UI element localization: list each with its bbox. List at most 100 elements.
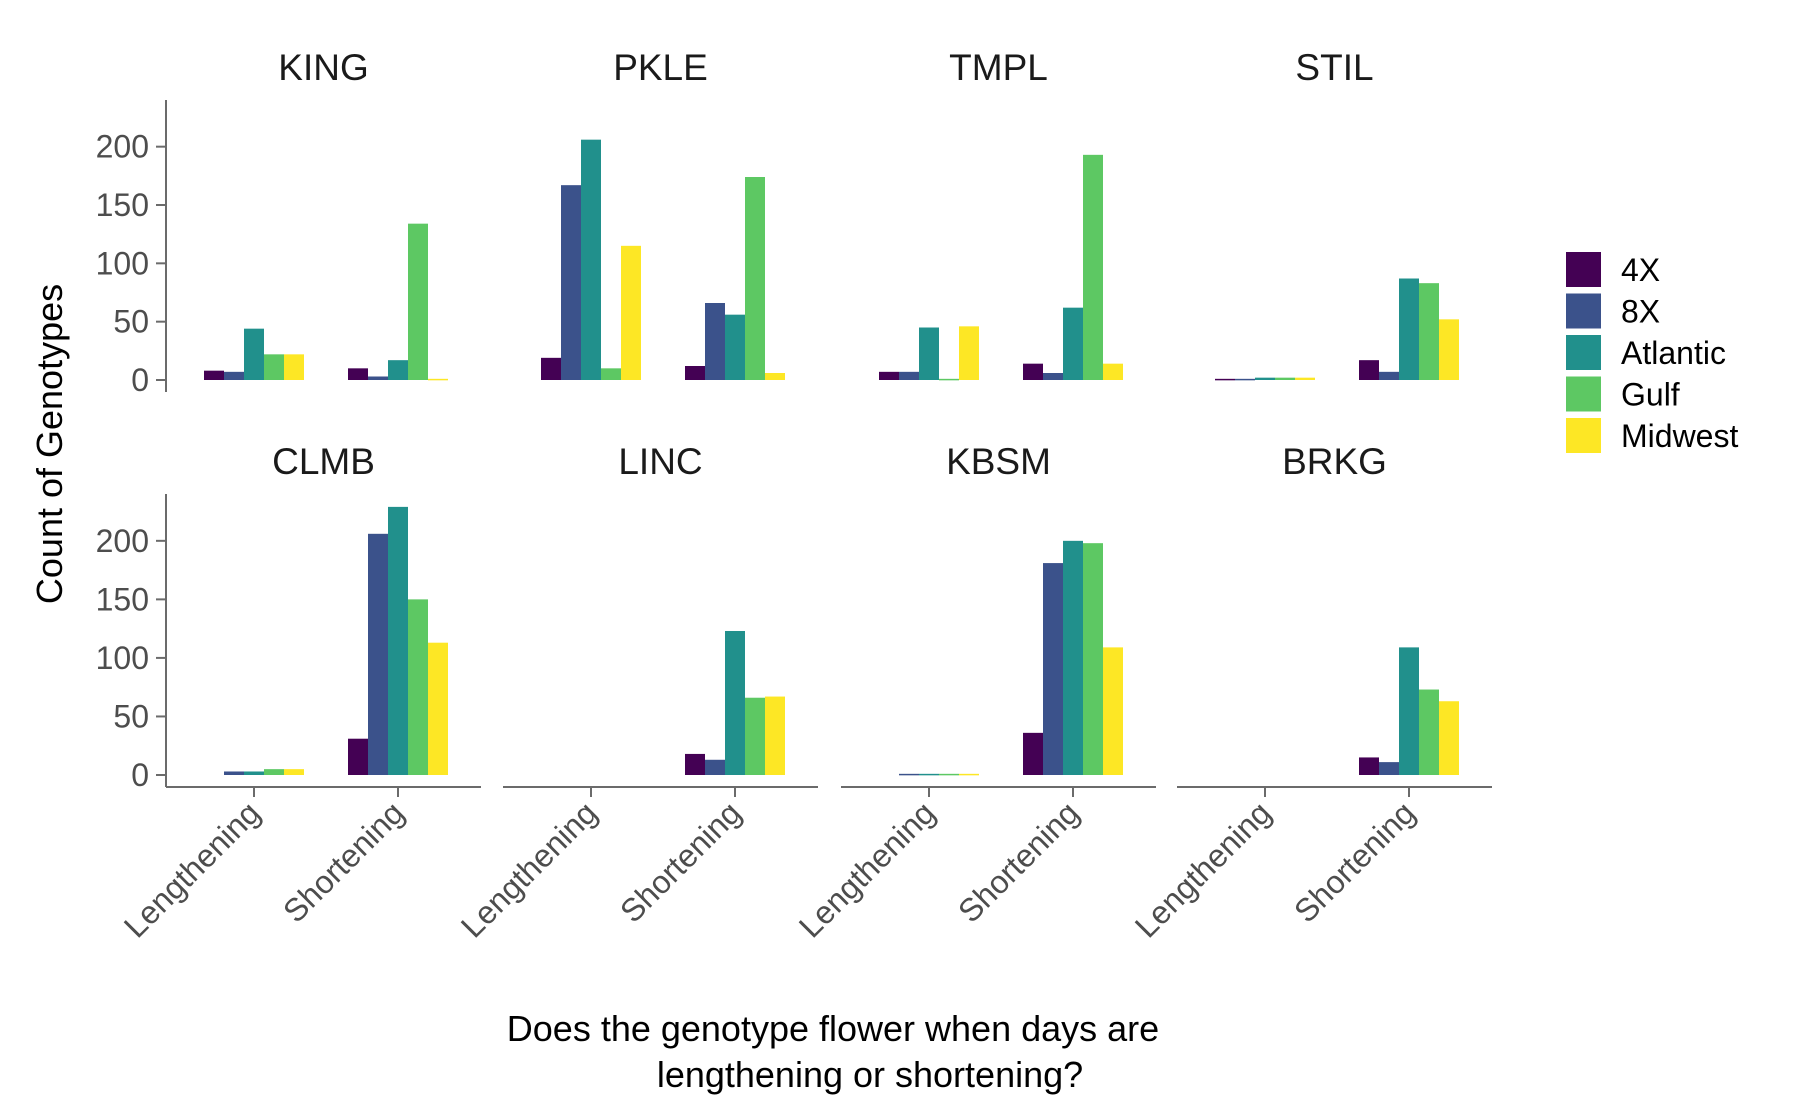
bar-clmb-shortening-4x: [348, 738, 368, 775]
facet-title: KBSM: [946, 441, 1051, 482]
legend-label-8x: 8X: [1621, 294, 1660, 330]
legend-label-midwest: Midwest: [1621, 418, 1738, 454]
legend-key-atlantic: [1566, 335, 1601, 370]
legend-label-4x: 4X: [1621, 252, 1660, 288]
bar-pkle-shortening-atlantic: [725, 314, 745, 380]
y-tick-label: 100: [96, 245, 149, 281]
facet-title: PKLE: [613, 47, 708, 88]
bar-pkle-shortening-4x: [685, 366, 705, 380]
bar-kbsm-lengthening-gulf: [939, 773, 959, 776]
bar-king-lengthening-gulf: [264, 354, 284, 380]
bar-tmpl-shortening-atlantic: [1063, 307, 1083, 380]
bar-clmb-lengthening-midwest: [284, 769, 304, 775]
bar-tmpl-lengthening-8x: [899, 371, 919, 380]
bar-linc-shortening-gulf: [745, 697, 765, 775]
facet-title: BRKG: [1282, 441, 1387, 482]
x-tick-label: Lengthening: [454, 794, 604, 944]
x-tick-label: Lengthening: [792, 794, 942, 944]
bar-brkg-shortening-midwest: [1439, 701, 1459, 775]
bar-tmpl-shortening-4x: [1023, 363, 1043, 380]
bar-stil-lengthening-gulf: [1275, 377, 1295, 380]
bar-king-lengthening-midwest: [284, 354, 304, 380]
x-tick-label: Lengthening: [1128, 794, 1278, 944]
bar-brkg-shortening-atlantic: [1399, 647, 1419, 775]
bar-stil-shortening-4x: [1359, 360, 1379, 380]
bar-pkle-shortening-gulf: [745, 177, 765, 380]
facet-stil: STIL: [1215, 47, 1459, 381]
facet-tmpl: TMPL: [879, 47, 1123, 381]
x-axis-title-line-2: lengthening or shortening?: [657, 1054, 1083, 1095]
bar-pkle-shortening-8x: [705, 303, 725, 380]
y-tick-label: 0: [131, 362, 149, 398]
facet-pkle: PKLE: [541, 47, 785, 380]
bar-clmb-shortening-gulf: [408, 599, 428, 775]
legend-key-8x: [1566, 293, 1601, 329]
facet-title: KING: [278, 47, 368, 88]
y-tick-label: 200: [96, 523, 149, 559]
bar-king-shortening-4x: [348, 368, 368, 380]
bar-king-lengthening-atlantic: [244, 328, 264, 380]
bar-tmpl-shortening-8x: [1043, 373, 1063, 380]
legend: 4X 8X Atlantic Gulf Midwest: [1566, 252, 1738, 454]
y-tick-label: 50: [113, 304, 149, 340]
facet-panels: KING 0 50 100 150 200 PKLE TMPL STIL CLMB 0 50 100 15…: [96, 47, 1492, 945]
bar-brkg-shortening-4x: [1359, 757, 1379, 775]
bar-pkle-lengthening-gulf: [601, 368, 621, 380]
bar-stil-shortening-midwest: [1439, 319, 1459, 380]
bar-tmpl-shortening-gulf: [1083, 154, 1103, 380]
bar-king-shortening-atlantic: [388, 360, 408, 380]
x-tick-label: Shortening: [613, 794, 748, 929]
bar-king-shortening-midwest: [428, 378, 448, 381]
bar-stil-lengthening-8x: [1235, 378, 1255, 381]
legend-key-gulf: [1566, 376, 1601, 412]
legend-label-atlantic: Atlantic: [1621, 335, 1726, 371]
facet-clmb: CLMB 0 50 100 150 200 Lengthening Shortening: [96, 441, 481, 945]
x-tick-label: Lengthening: [117, 794, 267, 944]
facet-brkg: BRKG Lengthening Shortening: [1128, 441, 1492, 945]
bar-pkle-lengthening-4x: [541, 357, 561, 380]
bar-kbsm-lengthening-midwest: [959, 773, 979, 776]
facet-title: CLMB: [272, 441, 375, 482]
bar-clmb-shortening-midwest: [428, 642, 448, 775]
x-axis-title-line-1: Does the genotype flower when days are: [507, 1008, 1159, 1049]
bar-pkle-shortening-midwest: [765, 373, 785, 380]
facet-title: TMPL: [949, 47, 1048, 88]
bar-stil-shortening-atlantic: [1399, 278, 1419, 380]
y-tick-label: 200: [96, 129, 149, 165]
bar-king-lengthening-4x: [204, 370, 224, 380]
bar-clmb-shortening-8x: [368, 533, 388, 775]
bar-stil-lengthening-midwest: [1295, 377, 1315, 380]
y-tick-label: 150: [96, 187, 149, 223]
bar-tmpl-lengthening-4x: [879, 371, 899, 380]
bar-king-shortening-8x: [368, 376, 388, 380]
bar-tmpl-lengthening-midwest: [959, 326, 979, 380]
facet-title: LINC: [618, 441, 702, 482]
bar-kbsm-shortening-midwest: [1103, 647, 1123, 775]
x-axis-title: Does the genotype flower when days are l…: [507, 1008, 1169, 1095]
bar-clmb-lengthening-atlantic: [244, 771, 264, 775]
bar-linc-shortening-atlantic: [725, 630, 745, 775]
y-tick-label: 150: [96, 581, 149, 617]
bar-king-shortening-gulf: [408, 223, 428, 380]
bar-linc-shortening-midwest: [765, 696, 785, 775]
bar-kbsm-shortening-gulf: [1083, 543, 1103, 775]
bar-tmpl-lengthening-gulf: [939, 378, 959, 381]
bar-linc-shortening-4x: [685, 753, 705, 775]
bar-brkg-shortening-8x: [1379, 762, 1399, 775]
facet-kbsm: KBSM Lengthening Shortening: [792, 441, 1156, 945]
bar-kbsm-shortening-atlantic: [1063, 540, 1083, 775]
x-tick-label: Shortening: [1287, 794, 1422, 929]
x-tick-label: Shortening: [951, 794, 1086, 929]
bar-stil-lengthening-4x: [1215, 378, 1235, 381]
bar-tmpl-shortening-midwest: [1103, 363, 1123, 380]
bar-clmb-lengthening-8x: [224, 771, 244, 775]
legend-key-midwest: [1566, 418, 1601, 453]
facet-linc: LINC Lengthening Shortening: [454, 441, 818, 945]
bar-kbsm-shortening-4x: [1023, 732, 1043, 775]
bar-pkle-lengthening-midwest: [621, 245, 641, 380]
bar-stil-shortening-gulf: [1419, 283, 1439, 380]
x-tick-label: Shortening: [276, 794, 411, 929]
bar-kbsm-shortening-8x: [1043, 563, 1063, 775]
bar-clmb-lengthening-gulf: [264, 769, 284, 775]
